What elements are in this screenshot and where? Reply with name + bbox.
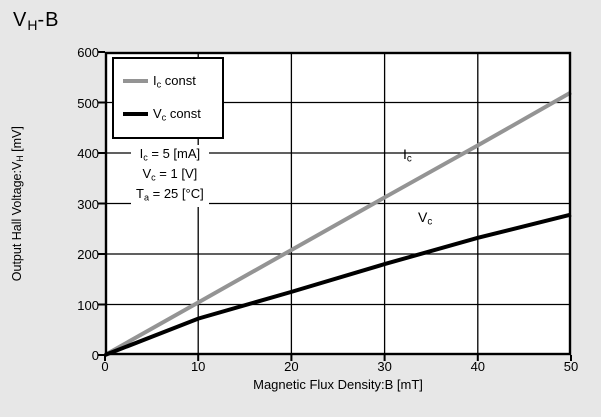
- condition-ic-rest: = 5 [mA]: [147, 146, 201, 161]
- legend-label-ic: Ic const: [153, 73, 196, 90]
- legend-label-vc: Vc const: [153, 106, 201, 123]
- legend-ic-sub: c: [156, 79, 162, 90]
- x-tick-label: 20: [284, 359, 299, 374]
- y-axis-title-base: Output Hall Voltage:V: [10, 161, 25, 282]
- chart-title-base: V: [13, 9, 28, 31]
- legend-item-ic: Ic const: [123, 73, 222, 90]
- y-axis-title: Output Hall Voltage:VH [mV]: [8, 52, 28, 355]
- y-tick-label: 100: [77, 297, 99, 313]
- vc-curve-label: Vc: [418, 209, 432, 228]
- condition-ta-rest: = 25 [°C]: [149, 186, 204, 202]
- vc-curve-label-base: V: [418, 209, 428, 225]
- legend-item-vc: Vc const: [123, 106, 222, 123]
- ic-line-swatch: [123, 79, 148, 84]
- ic-series-line: [104, 90, 572, 357]
- vc-line-swatch: [123, 112, 148, 117]
- condition-line-vc: Vc = 1 [V]: [136, 166, 204, 186]
- legend-ic-rest: const: [161, 73, 196, 89]
- condition-vc-rest: = 1 [V]: [155, 166, 198, 182]
- ic-curve-label-sub: c: [406, 153, 412, 165]
- x-tick-label: 10: [190, 359, 206, 374]
- condition-ic-base: I: [139, 146, 144, 161]
- condition-line-ta: Ta = 25 [°C]: [136, 186, 204, 206]
- y-axis-title-rest: [mV]: [10, 125, 25, 156]
- condition-ta-base: T: [136, 186, 144, 202]
- legend-ic-base: I: [153, 73, 157, 89]
- legend-box: Ic const Vc const: [112, 57, 224, 139]
- y-tick-label: 400: [77, 146, 99, 161]
- x-tick-label: 40: [470, 359, 486, 374]
- y-tick-label: 500: [77, 95, 99, 111]
- ic-curve-label-base: I: [403, 146, 407, 162]
- chart-title: VH-B: [13, 9, 59, 33]
- condition-ta-sub: a: [143, 192, 150, 203]
- x-tick-label: 0: [101, 359, 109, 374]
- x-axis-title: Magnetic Flux Density:B [mT]: [105, 377, 571, 392]
- x-tick-label: 30: [377, 359, 392, 374]
- legend-vc-rest: const: [166, 106, 201, 122]
- plot-border: [104, 51, 572, 356]
- vc-curve-label-sub: c: [427, 216, 433, 228]
- y-tick-label: 300: [77, 196, 99, 212]
- test-conditions-annotation: Ic = 5 [mA] Vc = 1 [V] Ta = 25 [°C]: [131, 145, 209, 208]
- condition-ic-sub: c: [143, 152, 148, 163]
- chart-title-rest: -B: [37, 9, 60, 31]
- y-tick-label: 200: [77, 247, 99, 262]
- legend-vc-sub: c: [161, 112, 167, 123]
- condition-line-ic: Ic = 5 [mA]: [136, 146, 204, 166]
- y-tick-label: 0: [91, 348, 99, 363]
- ic-curve-label: Ic: [403, 146, 412, 165]
- x-tick-label: 50: [563, 359, 579, 374]
- x-axis-title-text: Magnetic Flux Density:B [mT]: [253, 377, 423, 392]
- vc-series-line: [104, 212, 572, 357]
- condition-vc-sub: c: [151, 172, 156, 183]
- y-tick-label: 600: [77, 45, 99, 60]
- y-axis-title-sub: H: [15, 155, 26, 162]
- legend-vc-base: V: [153, 106, 162, 122]
- condition-vc-base: V: [142, 166, 152, 182]
- chart-title-sub: H: [27, 16, 38, 33]
